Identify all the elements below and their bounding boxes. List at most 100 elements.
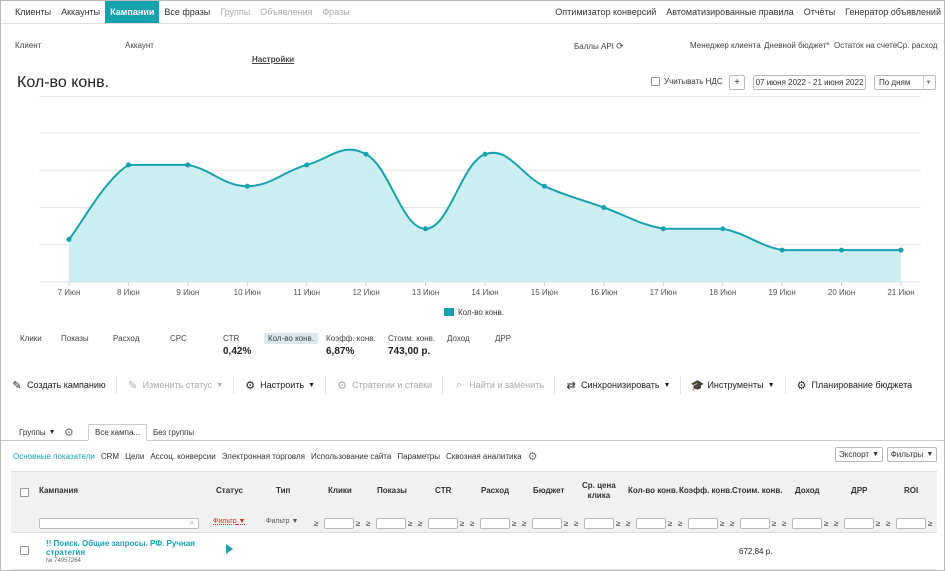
- groups-dropdown[interactable]: Группы ▼: [13, 424, 62, 441]
- col-budget[interactable]: Бюджет: [533, 486, 565, 495]
- col-roi[interactable]: ROI: [904, 486, 919, 495]
- metric-6[interactable]: Коэфф. конв. 6,87%: [326, 334, 376, 357]
- numeric-filter-input[interactable]: [688, 518, 718, 529]
- data-point[interactable]: [125, 162, 131, 168]
- toolbar-item-5[interactable]: ⇄ Синхронизировать ▼: [555, 376, 682, 394]
- col-conversions[interactable]: Кол-во конв.: [628, 486, 678, 495]
- metric-8[interactable]: Доход: [447, 334, 470, 346]
- indicator-tab-5[interactable]: Использование сайта: [311, 452, 392, 461]
- indicator-tab-7[interactable]: Сквозная аналитика: [445, 452, 522, 461]
- data-point[interactable]: [66, 236, 72, 242]
- numeric-filter-input[interactable]: [428, 518, 458, 529]
- table-row[interactable]: !! Поиск. Общие запросы. РФ. Ручная стра…: [11, 534, 937, 570]
- numeric-filter-input[interactable]: [480, 518, 510, 529]
- tab-no-group[interactable]: Без группы: [153, 428, 195, 437]
- row-checkbox[interactable]: [20, 546, 29, 555]
- numeric-filter-input[interactable]: [740, 518, 770, 529]
- col-status[interactable]: Статус: [216, 486, 243, 495]
- date-range-picker[interactable]: 07 июня 2022 - 21 июня 2022: [753, 75, 866, 90]
- numeric-filter-input[interactable]: [584, 518, 614, 529]
- toolbar-item-3[interactable]: ⚙ Стратегии и ставки: [326, 376, 444, 394]
- indicator-tab-4[interactable]: Электронная торговля: [221, 452, 305, 461]
- vat-checkbox[interactable]: [651, 77, 660, 86]
- nav-right-tab-3[interactable]: Генератор объявлений: [845, 7, 941, 17]
- data-point[interactable]: [482, 151, 488, 157]
- data-point[interactable]: [244, 183, 250, 189]
- numeric-filter-input[interactable]: [324, 518, 354, 529]
- toolbar-item-1[interactable]: ✎ Изменить статус ▼: [117, 376, 235, 394]
- nav-tab-0[interactable]: Клиенты: [15, 7, 52, 17]
- metric-5[interactable]: Кол-во конв.: [264, 333, 319, 346]
- col-clicks[interactable]: Клики: [328, 486, 352, 495]
- col-ctr[interactable]: CTR: [435, 486, 452, 495]
- data-point[interactable]: [601, 205, 607, 210]
- col-drr[interactable]: ДРР: [851, 486, 868, 495]
- filters-button[interactable]: Фильтры ▼: [887, 447, 937, 462]
- nav-right-tab-2[interactable]: Отчёты: [803, 7, 836, 17]
- data-point[interactable]: [898, 247, 904, 253]
- export-button[interactable]: Экспорт ▼: [835, 447, 883, 462]
- indicator-tab-0[interactable]: Основные показатели: [13, 452, 95, 461]
- select-all-checkbox[interactable]: [20, 488, 29, 497]
- numeric-filter-input[interactable]: [636, 518, 666, 529]
- col-revenue[interactable]: Доход: [795, 486, 820, 495]
- status-filter[interactable]: Фильтр ▼: [213, 518, 246, 525]
- nav-tab-2[interactable]: Кампании: [105, 1, 160, 23]
- indicator-tab-1[interactable]: CRM: [100, 452, 120, 461]
- toolbar-item-6[interactable]: 🎓 Инструменты ▼: [681, 376, 786, 394]
- legend-label[interactable]: Кол-во конв.: [458, 308, 504, 317]
- col-campaign[interactable]: Кампания: [39, 486, 79, 495]
- col-impressions[interactable]: Показы: [377, 486, 407, 495]
- indicator-tab-2[interactable]: Цели: [125, 452, 145, 461]
- col-type[interactable]: Тип: [276, 486, 291, 495]
- add-button[interactable]: +: [729, 75, 745, 90]
- metric-9[interactable]: ДРР: [495, 334, 511, 346]
- nav-tab-5[interactable]: Объявления: [260, 7, 313, 17]
- data-point[interactable]: [779, 247, 785, 253]
- numeric-filter-input[interactable]: [896, 518, 926, 529]
- col-conv-cost[interactable]: Стоим. конв.: [732, 486, 783, 495]
- gear-icon[interactable]: ⚙: [64, 427, 74, 439]
- metric-0[interactable]: Клики: [20, 334, 42, 346]
- data-point[interactable]: [423, 226, 429, 232]
- toolbar-item-4[interactable]: ⌕ Найти и заменить: [443, 376, 556, 394]
- toolbar-item-7[interactable]: ⚙ Планирование бюджета: [786, 376, 923, 394]
- metric-3[interactable]: CPC: [170, 334, 187, 346]
- settings-link[interactable]: Настройки: [252, 55, 295, 64]
- indicator-tab-3[interactable]: Ассоц. конверсии: [150, 452, 216, 461]
- data-point[interactable]: [185, 162, 191, 168]
- metric-2[interactable]: Расход: [113, 334, 139, 346]
- play-icon[interactable]: [226, 544, 233, 554]
- data-point[interactable]: [541, 183, 547, 189]
- refresh-icon[interactable]: ⟳: [616, 41, 624, 51]
- data-point[interactable]: [363, 151, 369, 157]
- metric-4[interactable]: CTR 0,42%: [223, 334, 251, 357]
- data-point[interactable]: [304, 162, 310, 168]
- numeric-filter-input[interactable]: [792, 518, 822, 529]
- numeric-filter-input[interactable]: [532, 518, 562, 529]
- nav-tab-4[interactable]: Группы: [220, 7, 251, 17]
- gear-icon[interactable]: ⚙: [527, 451, 538, 463]
- numeric-filter-input[interactable]: [376, 518, 406, 529]
- col-spend[interactable]: Расход: [481, 486, 510, 495]
- nav-tab-3[interactable]: Все фразы: [164, 7, 211, 17]
- data-point[interactable]: [720, 226, 726, 232]
- toolbar-item-2[interactable]: ⚙ Настроить ▼: [234, 376, 327, 394]
- col-avg-click[interactable]: Ср. цена клика: [582, 481, 616, 501]
- campaign-name-link[interactable]: !! Поиск. Общие запросы. РФ. Ручная стра…: [46, 539, 195, 557]
- metric-7[interactable]: Стоим. конв. 743,00 р.: [388, 334, 435, 357]
- nav-tab-1[interactable]: Аккаунты: [61, 7, 101, 17]
- metric-1[interactable]: Показы: [61, 334, 89, 346]
- vat-toggle[interactable]: Учитывать НДС: [651, 77, 723, 86]
- nav-right-tab-0[interactable]: Оптимизатор конверсий: [555, 7, 657, 17]
- group-by-select[interactable]: По дням ▼: [874, 75, 936, 90]
- toolbar-item-0[interactable]: ✎ Создать кампанию: [1, 376, 117, 394]
- nav-tab-6[interactable]: Фразы: [322, 7, 350, 17]
- tab-all-campaigns[interactable]: Все кампа...: [88, 424, 148, 441]
- type-filter[interactable]: Фильтр ▼: [266, 518, 299, 525]
- data-point[interactable]: [660, 226, 666, 232]
- indicator-tab-6[interactable]: Параметры: [397, 452, 440, 461]
- data-point[interactable]: [839, 247, 845, 253]
- col-conv-rate[interactable]: Коэфф. конв.: [679, 486, 733, 495]
- campaign-search-input[interactable]: ⌕: [39, 518, 199, 529]
